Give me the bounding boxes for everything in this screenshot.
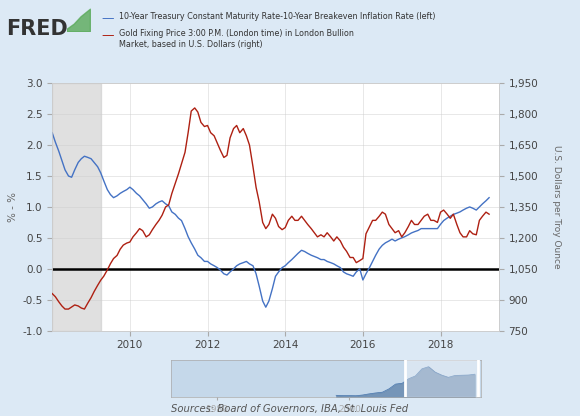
Text: Gold Fixing Price 3:00 P.M. (London time) in London Bullion
Market, based in U.S: Gold Fixing Price 3:00 P.M. (London time… [119, 29, 354, 49]
Bar [405, 360, 478, 397]
Text: FRED: FRED [6, 19, 67, 39]
Text: —: — [102, 12, 114, 25]
Bar [52, 83, 101, 331]
Y-axis label: U.S. Dollars per Troy Ounce: U.S. Dollars per Troy Ounce [552, 145, 561, 269]
Text: Sources: Board of Governors, IBA, St. Louis Fed: Sources: Board of Governors, IBA, St. Lo… [172, 404, 408, 414]
Text: —: — [102, 29, 114, 42]
Text: 10-Year Treasury Constant Maturity Rate-10-Year Breakeven Inflation Rate (left): 10-Year Treasury Constant Maturity Rate-… [119, 12, 436, 21]
Y-axis label: % - %: % - % [8, 192, 18, 222]
